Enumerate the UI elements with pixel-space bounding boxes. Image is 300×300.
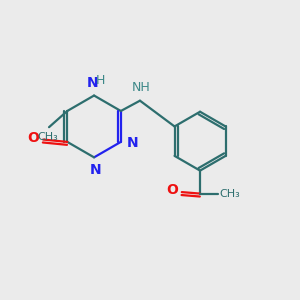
Text: N: N (127, 136, 138, 150)
Text: O: O (28, 131, 40, 146)
Text: H: H (96, 74, 105, 87)
Text: CH₃: CH₃ (37, 132, 58, 142)
Text: CH₃: CH₃ (220, 189, 241, 199)
Text: NH: NH (132, 81, 151, 94)
Text: O: O (167, 183, 178, 197)
Text: N: N (87, 76, 98, 90)
Text: N: N (90, 163, 101, 177)
